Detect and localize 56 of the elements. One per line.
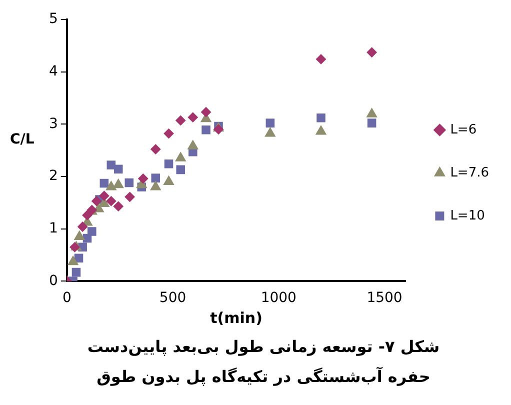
point	[316, 54, 326, 64]
point	[106, 160, 116, 170]
point	[68, 256, 78, 266]
y-tick-label: 2	[48, 168, 58, 184]
point	[264, 128, 276, 137]
point	[78, 222, 88, 232]
x-tick-label: 0	[62, 290, 72, 306]
legend-label: L=10	[450, 208, 485, 224]
point	[176, 115, 186, 126]
point	[175, 152, 186, 162]
point	[113, 178, 124, 188]
x-axis-title: t(min)	[210, 308, 262, 327]
point	[150, 144, 161, 154]
point	[176, 165, 185, 174]
point	[114, 164, 123, 174]
point	[106, 180, 116, 190]
point	[124, 178, 134, 188]
point	[201, 107, 212, 118]
x-tick-label: 1500	[366, 290, 402, 306]
point	[106, 196, 116, 206]
point	[163, 176, 174, 185]
point	[188, 140, 198, 150]
point	[164, 160, 174, 168]
x-tick-label: 1000	[260, 290, 296, 306]
y-tick-label: 3	[48, 116, 58, 132]
point	[92, 196, 102, 206]
y-tick-label: 5	[48, 11, 58, 28]
point	[72, 268, 81, 277]
point	[316, 125, 326, 135]
point	[138, 174, 148, 184]
legend-label: L=7.6	[450, 165, 490, 180]
x-tick-label: 500	[159, 290, 186, 306]
point	[214, 124, 224, 134]
point	[124, 192, 135, 202]
point	[100, 178, 109, 188]
point	[266, 118, 275, 128]
legend-label: L=6	[450, 122, 477, 138]
point	[202, 125, 210, 134]
y-tick-label: 0	[48, 272, 58, 289]
y-axis-title: C/L	[10, 131, 34, 148]
y-tick-label: 1	[48, 220, 58, 236]
point	[82, 210, 92, 220]
point	[164, 128, 174, 139]
point	[151, 174, 160, 182]
point	[367, 118, 376, 128]
point	[366, 108, 378, 118]
point	[150, 180, 161, 190]
point	[316, 113, 326, 122]
text: شکل ۷- توسعه زمانی طول بی‌بعد پایین‌دست حفره آب‌شستگی در تکیه‌گاه پل بدون طوق	[86, 336, 441, 388]
point	[188, 112, 198, 122]
point	[366, 47, 377, 58]
point	[99, 190, 110, 201]
point	[113, 201, 124, 212]
point	[74, 230, 85, 240]
y-tick-label: 4	[48, 63, 58, 80]
point	[88, 227, 96, 236]
